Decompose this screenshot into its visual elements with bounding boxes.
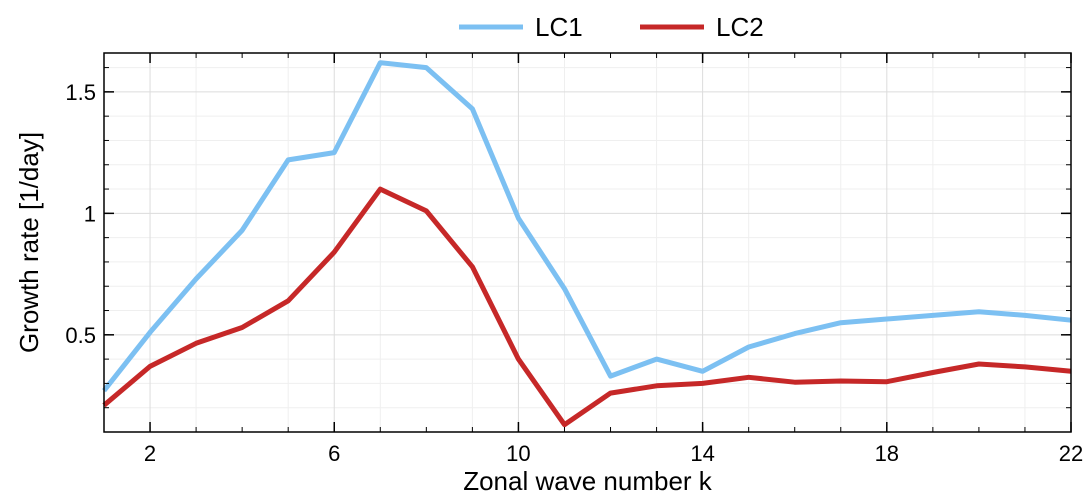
y-tick-label: 1.5 xyxy=(65,80,96,105)
x-tick-label: 14 xyxy=(690,441,714,466)
x-axis-label: Zonal wave number k xyxy=(463,466,713,496)
legend-label-lc2: LC2 xyxy=(716,12,764,42)
x-tick-label: 10 xyxy=(506,441,530,466)
series-line-lc1 xyxy=(102,60,1072,393)
plot-frame xyxy=(103,52,1072,433)
legend-label-lc1: LC1 xyxy=(535,12,583,42)
y-tick-label: 1 xyxy=(84,201,96,226)
y-tick-label: 0.5 xyxy=(65,323,96,348)
series-line-lc2 xyxy=(102,186,1072,428)
y-axis-label: Growth rate [1/day] xyxy=(14,132,44,353)
axis-ticks: 2 6 10 14 18 22 0.5 1 1.5 xyxy=(65,53,1083,466)
x-tick-label: 18 xyxy=(875,441,899,466)
series-lines xyxy=(102,60,1072,428)
x-tick-label: 6 xyxy=(328,441,340,466)
x-tick-label: 2 xyxy=(144,441,156,466)
legend: LC1 LC2 xyxy=(459,12,764,42)
x-tick-label: 22 xyxy=(1059,441,1083,466)
